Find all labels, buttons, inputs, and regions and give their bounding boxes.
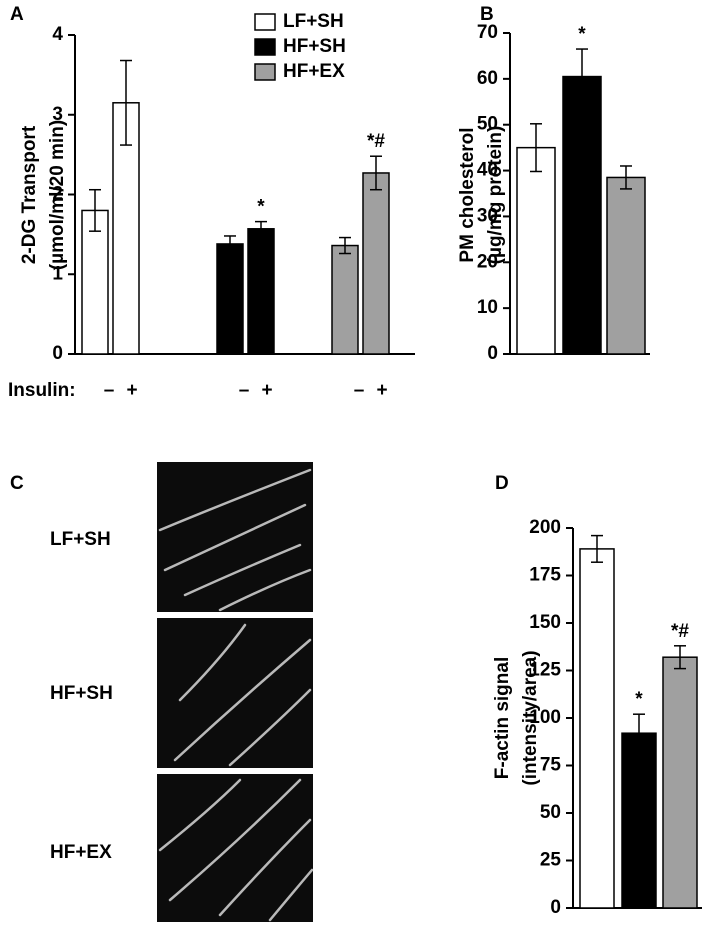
fiber (158, 468, 312, 532)
error-bar (339, 236, 351, 255)
y-tick-label: 20 (477, 251, 498, 272)
fiber (173, 638, 312, 762)
error-bar (530, 123, 542, 173)
y-tick-label: 150 (529, 612, 561, 633)
error-bar (591, 534, 603, 563)
bar (362, 172, 390, 355)
bar (331, 244, 359, 355)
y-tick-label: 0 (487, 343, 498, 364)
y-tick-label: 1 (52, 263, 63, 284)
legend-label: HF+EX (283, 61, 345, 82)
y-tick-label: 0 (550, 897, 561, 918)
bar (579, 548, 615, 909)
x-tick-label: + (126, 380, 137, 401)
y-tick-label: 25 (540, 850, 562, 871)
error-bar (370, 155, 382, 191)
y-tick-label: 50 (477, 114, 498, 135)
error-bar (89, 188, 101, 232)
panel-label: C (10, 473, 24, 494)
fiber (163, 503, 307, 572)
y-tick-label: 75 (540, 755, 562, 776)
y-tick-label: 2 (52, 184, 63, 205)
y-axis-label: F-actin signal (492, 657, 513, 779)
bar (216, 243, 244, 355)
error-bar (120, 59, 132, 146)
y-tick-label: 3 (52, 104, 63, 125)
y-axis-label: (µmol/ml/20 min) (47, 120, 68, 270)
bar (562, 75, 602, 355)
y-axis-label: 2-DG Transport (19, 125, 40, 264)
x-tick-label: + (376, 380, 387, 401)
fiber (268, 868, 314, 922)
annotation: * (578, 24, 586, 45)
micrograph (157, 618, 313, 768)
fiber (218, 568, 312, 612)
bar (621, 732, 657, 909)
x-tick-label: – (104, 380, 115, 401)
error-bar (674, 645, 686, 670)
annotation: * (257, 197, 265, 218)
micrograph-stack (157, 462, 314, 922)
legend-swatch (254, 63, 276, 81)
fiber (178, 623, 247, 702)
y-axis-label: PM cholesterol (457, 127, 478, 262)
y-tick-label: 175 (529, 565, 561, 586)
bar (606, 176, 646, 355)
y-tick-label: 60 (477, 68, 498, 89)
fiber (158, 778, 242, 852)
image-label: HF+SH (50, 683, 113, 704)
y-tick-label: 40 (477, 160, 498, 181)
y-tick-label: 0 (52, 343, 63, 364)
legend-label: LF+SH (283, 11, 344, 32)
bar (662, 656, 698, 909)
y-axis-label: (intensity/area) (520, 650, 541, 785)
y-tick-label: 100 (529, 707, 561, 728)
x-axis-label: Insulin: (8, 380, 76, 401)
y-axis-label: (µg/mg protein) (485, 126, 506, 265)
legend-swatch (254, 38, 276, 56)
x-tick-label: – (354, 380, 365, 401)
y-tick-label: 50 (540, 802, 561, 823)
fiber (168, 778, 302, 902)
error-bar (620, 165, 632, 190)
y-tick-label: 30 (477, 205, 498, 226)
legend-label: HF+SH (283, 36, 346, 57)
fiber (183, 543, 302, 597)
y-tick-label: 10 (477, 297, 498, 318)
bar (247, 228, 275, 355)
legend-swatch (254, 13, 276, 31)
panel-label: A (10, 4, 24, 25)
error-bar (224, 235, 236, 253)
image-label: HF+EX (50, 842, 112, 863)
bar (81, 209, 109, 355)
x-tick-label: + (261, 380, 272, 401)
image-label: LF+SH (50, 529, 111, 550)
panel-label: B (480, 4, 494, 25)
y-tick-label: 70 (477, 22, 498, 43)
annotation: *# (671, 621, 689, 642)
error-bar (255, 220, 267, 237)
annotation: *# (367, 131, 385, 152)
x-tick-label: – (239, 380, 250, 401)
y-tick-label: 125 (529, 660, 561, 681)
error-bar (576, 48, 588, 105)
panel-label: D (495, 473, 509, 494)
fiber (218, 818, 312, 917)
fiber (228, 688, 312, 767)
annotation: * (635, 689, 643, 710)
error-bar (633, 713, 645, 753)
bar (516, 146, 556, 355)
y-tick-label: 4 (52, 24, 63, 45)
y-tick-label: 200 (529, 517, 561, 538)
